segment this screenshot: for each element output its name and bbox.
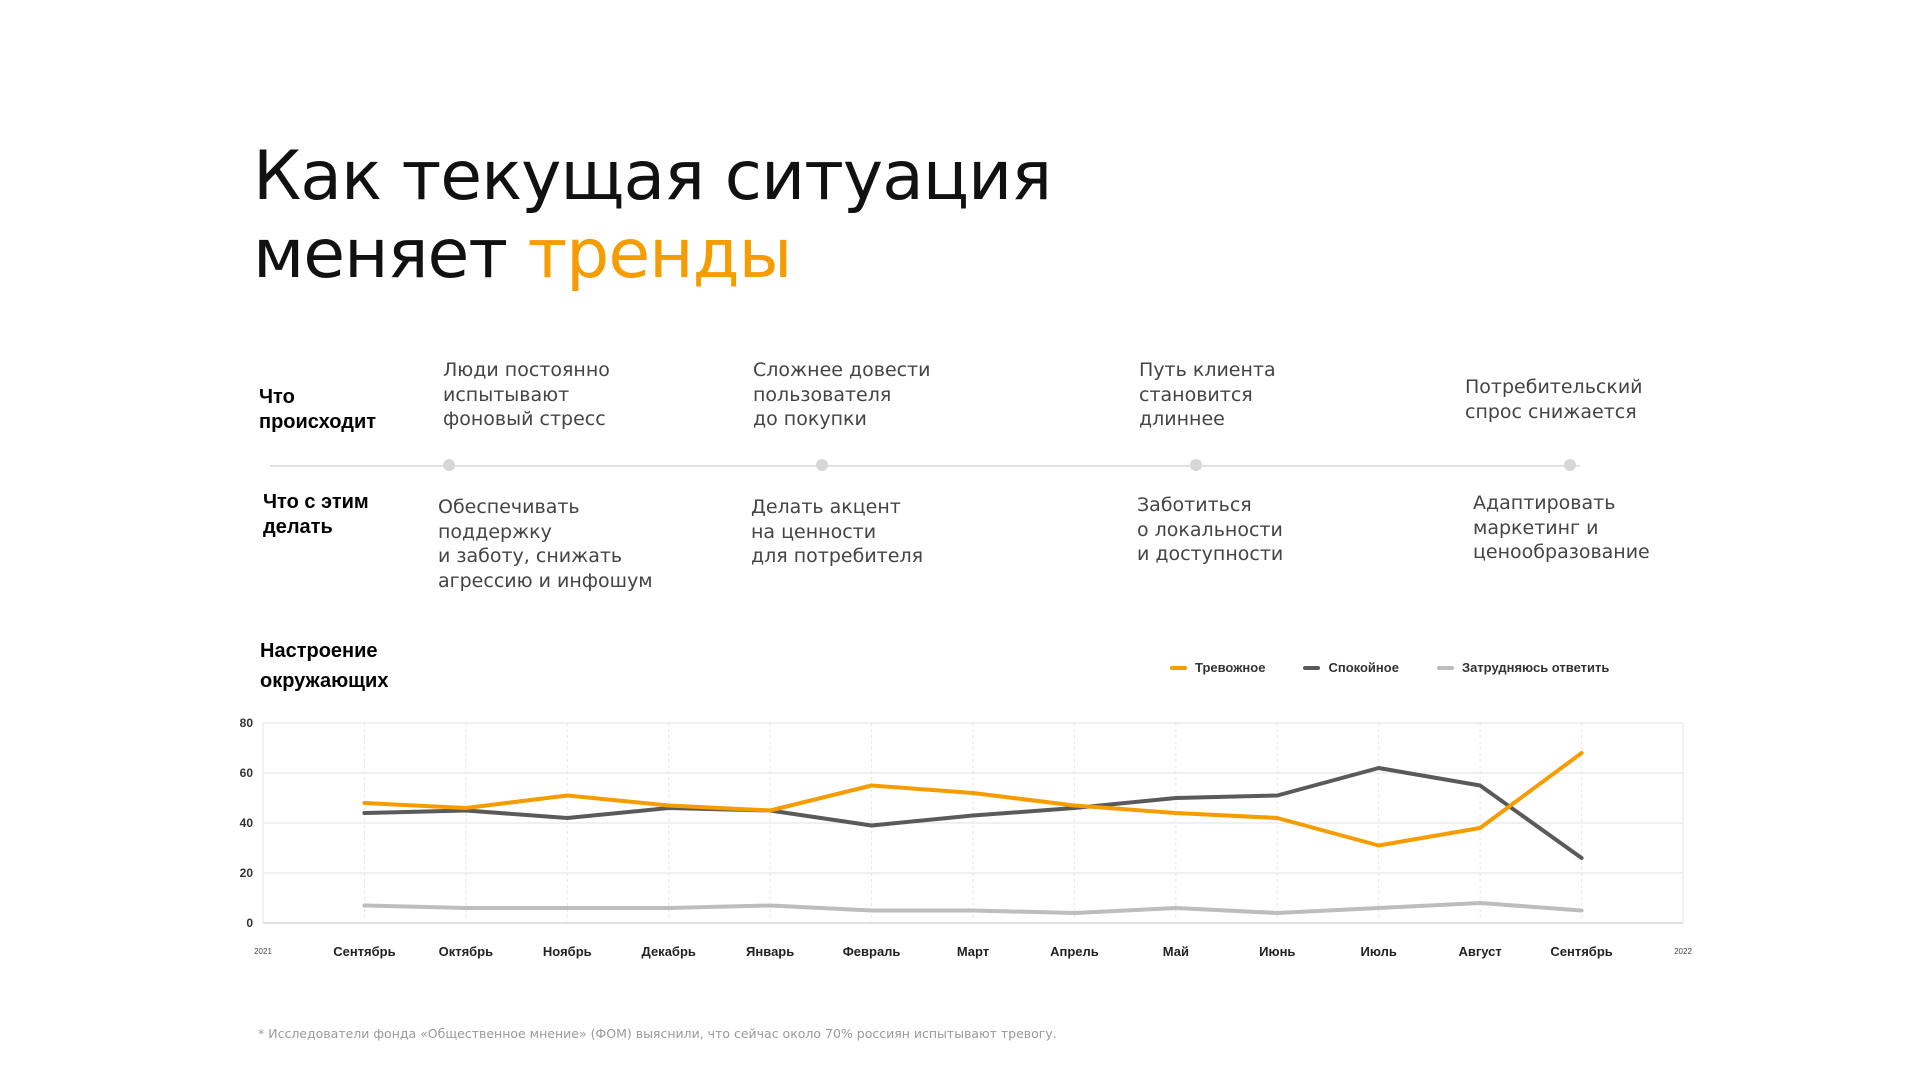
- timeline-dot: [816, 459, 828, 471]
- y-tick-label: 0: [246, 916, 253, 930]
- x-tick-label: Август: [1458, 944, 1501, 959]
- legend-swatch: [1436, 665, 1454, 670]
- legend-item-unsure: Затрудняюсь ответить: [1436, 660, 1610, 675]
- happens-item-3: Путь клиента становится длиннее: [1139, 359, 1276, 430]
- todo-item-1: Обеспечивать поддержку и заботу, снижать…: [438, 496, 653, 592]
- happens-item-4: Потребительский спрос снижается: [1465, 376, 1643, 423]
- year-end-label: 2022: [1674, 947, 1692, 956]
- x-tick-label: Июль: [1361, 944, 1397, 959]
- legend-swatch: [1303, 665, 1321, 670]
- row-label-what-happens: Что происходит: [259, 386, 377, 433]
- row-label-what-to-do: Что с этим делать: [263, 491, 369, 538]
- legend-label: Спокойное: [1328, 660, 1399, 675]
- x-tick-label: Декабрь: [642, 944, 696, 959]
- chart-title: Настроение окружающих: [260, 640, 389, 692]
- legend-label: Тревожное: [1195, 660, 1266, 675]
- x-tick-label: Апрель: [1050, 944, 1099, 959]
- timeline-dot: [1564, 459, 1576, 471]
- todo-item-3: Заботиться о локальности и доступности: [1137, 494, 1284, 565]
- todo-item-4: Адаптировать маркетинг и ценообразование: [1473, 492, 1650, 563]
- legend-item-anxious: Тревожное: [1170, 660, 1265, 675]
- x-tick-label: Февраль: [843, 944, 901, 959]
- y-tick-label: 60: [240, 766, 254, 780]
- x-tick-label: Июнь: [1259, 944, 1295, 959]
- series-line-unsure: [362, 901, 1584, 915]
- title-line-1: Как текущая ситуация: [253, 137, 1052, 216]
- title-accent-word: тренды: [527, 215, 793, 294]
- x-tick-label: Октябрь: [439, 944, 494, 959]
- x-tick-label: Март: [957, 944, 989, 959]
- chart-legend: Тревожное Спокойное Затрудняюсь ответить: [1170, 660, 1609, 675]
- year-start-label: 2021: [254, 947, 272, 956]
- page-title: Как текущая ситуация меняет тренды: [253, 137, 1052, 294]
- x-tick-label: Январь: [746, 944, 794, 959]
- y-tick-label: 80: [240, 716, 254, 730]
- series-line-calm: [362, 766, 1584, 860]
- x-tick-label: Сентябрь: [333, 944, 395, 959]
- y-tick-label: 40: [240, 816, 254, 830]
- x-tick-label: Май: [1163, 944, 1189, 959]
- x-tick-label: Ноябрь: [543, 944, 592, 959]
- title-line-2: меняет: [253, 215, 528, 294]
- series-line-anxious: [362, 751, 1584, 848]
- happens-item-2: Сложнее довести пользователя до покупки: [753, 359, 931, 430]
- x-tick-label: Сентябрь: [1550, 944, 1612, 959]
- footnote: * Исследователи фонда «Общественное мнен…: [258, 1026, 1057, 1041]
- mood-line-chart: 0 20 40 60 80 Сентябрь Октябрь Ноябрь Декабрь Янв…: [240, 716, 1693, 959]
- timeline-dot: [443, 459, 455, 471]
- legend-item-calm: Спокойное: [1303, 660, 1399, 675]
- y-tick-label: 20: [240, 866, 254, 880]
- timeline-line: [270, 465, 1580, 467]
- happens-item-1: Люди постоянно испытывают фоновый стресс: [443, 359, 610, 430]
- timeline-dot: [1190, 459, 1202, 471]
- legend-label: Затрудняюсь ответить: [1461, 660, 1610, 675]
- todo-item-2: Делать акцент на ценности для потребител…: [751, 496, 924, 567]
- legend-swatch: [1170, 665, 1187, 670]
